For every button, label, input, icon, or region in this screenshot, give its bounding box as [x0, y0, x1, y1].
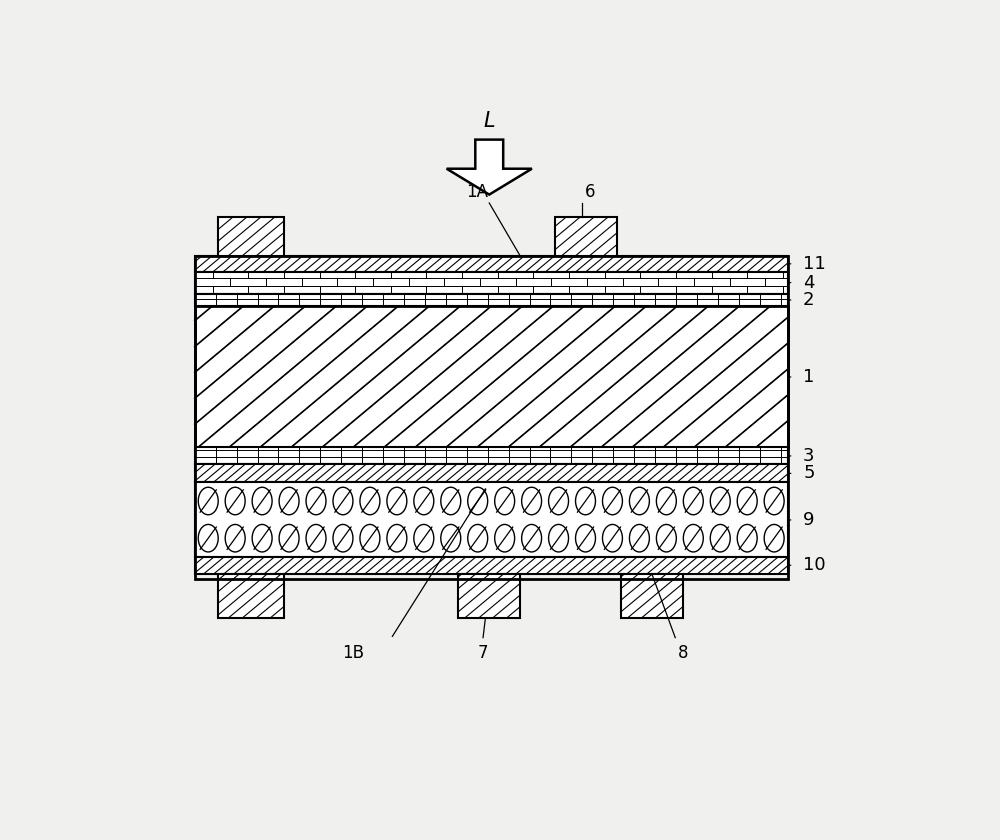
Polygon shape	[195, 447, 788, 465]
Text: 4: 4	[803, 274, 815, 291]
Ellipse shape	[198, 524, 218, 552]
Ellipse shape	[549, 524, 569, 552]
Ellipse shape	[737, 524, 757, 552]
Text: 9: 9	[803, 511, 815, 529]
Text: 2: 2	[803, 291, 815, 309]
Ellipse shape	[468, 487, 488, 515]
Ellipse shape	[576, 524, 595, 552]
Ellipse shape	[522, 524, 542, 552]
Ellipse shape	[602, 524, 622, 552]
Ellipse shape	[683, 487, 703, 515]
Ellipse shape	[710, 524, 730, 552]
Polygon shape	[195, 256, 788, 271]
Text: 6: 6	[585, 183, 595, 201]
Polygon shape	[218, 575, 284, 618]
Ellipse shape	[360, 487, 380, 515]
Text: 7: 7	[478, 644, 488, 662]
Ellipse shape	[441, 487, 461, 515]
Polygon shape	[447, 139, 532, 195]
Ellipse shape	[387, 487, 407, 515]
Polygon shape	[218, 218, 284, 256]
Text: 5: 5	[803, 465, 815, 482]
Text: 10: 10	[803, 556, 826, 575]
Ellipse shape	[629, 524, 649, 552]
Ellipse shape	[279, 487, 299, 515]
Text: 11: 11	[803, 255, 826, 273]
Text: 3: 3	[803, 447, 815, 465]
Text: 1B: 1B	[343, 644, 365, 662]
Polygon shape	[458, 575, 520, 618]
Polygon shape	[195, 307, 788, 447]
Ellipse shape	[198, 487, 218, 515]
Ellipse shape	[306, 524, 326, 552]
Ellipse shape	[252, 487, 272, 515]
Ellipse shape	[495, 524, 515, 552]
Text: 1: 1	[803, 368, 814, 386]
Ellipse shape	[764, 524, 784, 552]
Ellipse shape	[252, 524, 272, 552]
Text: 8: 8	[678, 644, 688, 662]
Ellipse shape	[441, 524, 461, 552]
Ellipse shape	[414, 524, 434, 552]
Ellipse shape	[656, 524, 676, 552]
Ellipse shape	[683, 524, 703, 552]
Ellipse shape	[360, 524, 380, 552]
Polygon shape	[195, 465, 788, 482]
Ellipse shape	[225, 487, 245, 515]
Polygon shape	[621, 575, 683, 618]
Ellipse shape	[764, 487, 784, 515]
Ellipse shape	[333, 524, 353, 552]
Ellipse shape	[387, 524, 407, 552]
Ellipse shape	[225, 524, 245, 552]
Ellipse shape	[549, 487, 569, 515]
Ellipse shape	[279, 524, 299, 552]
Polygon shape	[195, 293, 788, 307]
Ellipse shape	[495, 487, 515, 515]
Ellipse shape	[710, 487, 730, 515]
Ellipse shape	[737, 487, 757, 515]
Polygon shape	[195, 271, 788, 293]
Ellipse shape	[306, 487, 326, 515]
Polygon shape	[195, 482, 788, 557]
Text: L: L	[483, 112, 495, 132]
Ellipse shape	[576, 487, 595, 515]
Polygon shape	[195, 557, 788, 575]
Ellipse shape	[629, 487, 649, 515]
Ellipse shape	[602, 487, 622, 515]
Ellipse shape	[414, 487, 434, 515]
Polygon shape	[555, 218, 617, 256]
Text: 1A: 1A	[467, 183, 489, 201]
Ellipse shape	[522, 487, 542, 515]
Ellipse shape	[333, 487, 353, 515]
Ellipse shape	[468, 524, 488, 552]
Ellipse shape	[656, 487, 676, 515]
